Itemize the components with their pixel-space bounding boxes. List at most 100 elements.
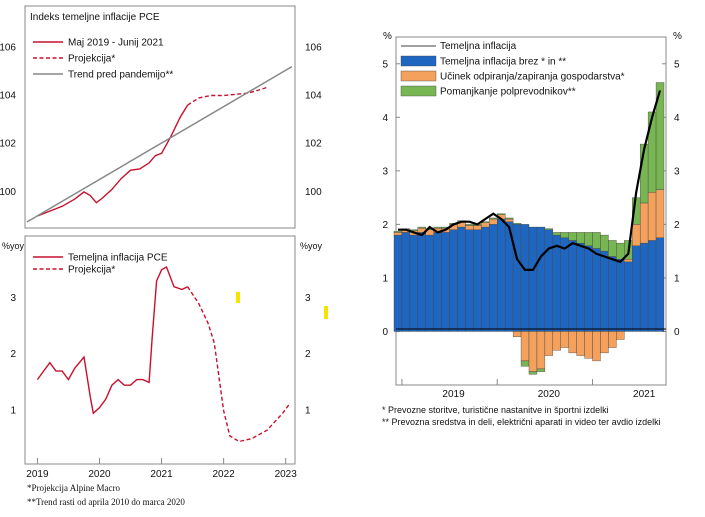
bar-segment <box>536 226 546 332</box>
bar-segment <box>473 225 482 230</box>
left-top-legend: Maj 2019 - Junij 2021 Projekcija* Trend pr… <box>33 38 173 81</box>
right-bars <box>393 82 665 375</box>
bar-segment <box>576 242 585 332</box>
ytick-label-left: 3 <box>10 293 16 304</box>
series-line <box>187 86 269 106</box>
bar-segment <box>473 229 482 332</box>
bar-segment <box>608 331 617 348</box>
series-line <box>37 104 189 217</box>
bar-segment <box>497 213 506 215</box>
right-yticks-right: 0 1 2 3 4 5 <box>662 59 680 338</box>
bar-segment <box>457 226 466 332</box>
bar-segment <box>576 331 585 356</box>
right-ylabel-right: % <box>673 31 682 42</box>
left-bottom-series <box>36 265 290 443</box>
left-bottom-yticks-left: 1 2 3 <box>10 293 16 417</box>
xtick-label: 2022 <box>212 469 235 480</box>
bar-segment <box>425 234 434 332</box>
left-bottom-panel: %yoy %yoy 1 2 3 1 2 3 Temeljna inflacija PCE… <box>2 235 328 480</box>
right-total-line <box>398 90 662 271</box>
ytick-label-right: 1 <box>305 406 311 417</box>
bar-segment <box>639 202 649 244</box>
bar-segment <box>520 224 530 332</box>
bar-segment <box>497 218 506 332</box>
bar-segment <box>465 224 474 226</box>
bar-segment <box>655 189 665 238</box>
bar-segment <box>465 225 474 230</box>
footnote-left-1: *Projekcija Alpine Macro <box>27 483 120 493</box>
ytick-label-right: 3 <box>305 293 311 304</box>
bar-segment <box>417 226 426 229</box>
bar-segment <box>576 232 585 244</box>
bar-segment <box>465 229 474 332</box>
xtick-label: 2019 <box>26 469 49 480</box>
bar-segment <box>608 256 617 332</box>
bar-segment <box>655 82 665 190</box>
bar-segment <box>560 331 569 348</box>
bar-segment <box>417 232 426 332</box>
ytick-label-left: 2 <box>10 349 16 360</box>
bar-segment <box>504 218 514 222</box>
ytick-label-right: 2 <box>674 220 680 231</box>
footnote-left-2: **Trend rasti od aprila 2010 do marca 20… <box>27 497 185 507</box>
xtick-label: 2021 <box>150 469 173 480</box>
bar-segment <box>584 331 593 359</box>
ytick-label-right: 2 <box>305 349 311 360</box>
bar-segment <box>520 331 530 362</box>
series-line <box>36 265 188 415</box>
legend-swatch <box>400 70 437 82</box>
bar-segment <box>409 234 419 332</box>
yellow-marker <box>236 292 240 303</box>
ytick-label-left: 1 <box>10 406 16 417</box>
bar-segment <box>568 331 577 354</box>
bar-segment <box>592 331 601 362</box>
legend-label: Temeljna inflacija <box>440 41 517 52</box>
bar-segment <box>489 218 498 225</box>
left-top-panel: Indeks temeljne inflacije PCE 1001021041… <box>0 5 322 229</box>
bar-segment <box>504 217 514 220</box>
ytick-label-left: 3 <box>382 166 388 177</box>
bar-segment <box>632 245 641 332</box>
ytick-label-left: 104 <box>0 90 16 101</box>
xtick-label: 2019 <box>442 389 465 400</box>
right-xticks: 2019 2020 2021 <box>401 379 656 400</box>
bar-segment <box>639 242 649 332</box>
footnote-right-1: * Prevozne storitve, turistične nastanit… <box>382 405 609 415</box>
bar-segment <box>616 242 625 260</box>
bar-segment <box>393 231 403 233</box>
legend-label: Projekcija* <box>68 54 115 65</box>
ytick-label-right: 100 <box>305 187 322 198</box>
ytick-label-right: 1 <box>674 273 680 284</box>
legend-label: Trend pred pandemijo** <box>68 70 173 81</box>
series-line <box>187 286 290 443</box>
ytick-label-left: 2 <box>382 220 388 231</box>
bar-segment <box>401 232 411 332</box>
bar-segment <box>616 258 625 332</box>
bar-segment <box>647 192 657 241</box>
ytick-label-right: 3 <box>674 166 680 177</box>
bar-segment <box>592 248 601 332</box>
bar-segment <box>568 232 577 241</box>
bar-segment <box>600 234 609 252</box>
legend-label: Maj 2019 - Junij 2021 <box>68 38 164 49</box>
bar-segment <box>528 226 538 332</box>
ytick-label-right: 102 <box>305 139 322 150</box>
bar-segment <box>433 226 442 229</box>
right-legend: Temeljna inflacija Temeljna inflacija bre… <box>400 41 625 98</box>
ytick-label-right: 106 <box>305 42 322 53</box>
bar-segment <box>393 234 403 332</box>
legend-swatch <box>400 85 437 97</box>
right-frame <box>395 36 667 386</box>
bar-segment <box>552 331 561 351</box>
bar-segment <box>528 331 538 372</box>
bar-segment <box>584 232 593 246</box>
bar-segment <box>608 240 617 257</box>
bar-segment <box>600 250 609 332</box>
bar-segment <box>489 217 498 220</box>
left-top-series <box>26 65 293 223</box>
ytick-label-left: 4 <box>382 113 388 124</box>
bar-segment <box>536 331 546 370</box>
bar-segment <box>552 234 561 332</box>
